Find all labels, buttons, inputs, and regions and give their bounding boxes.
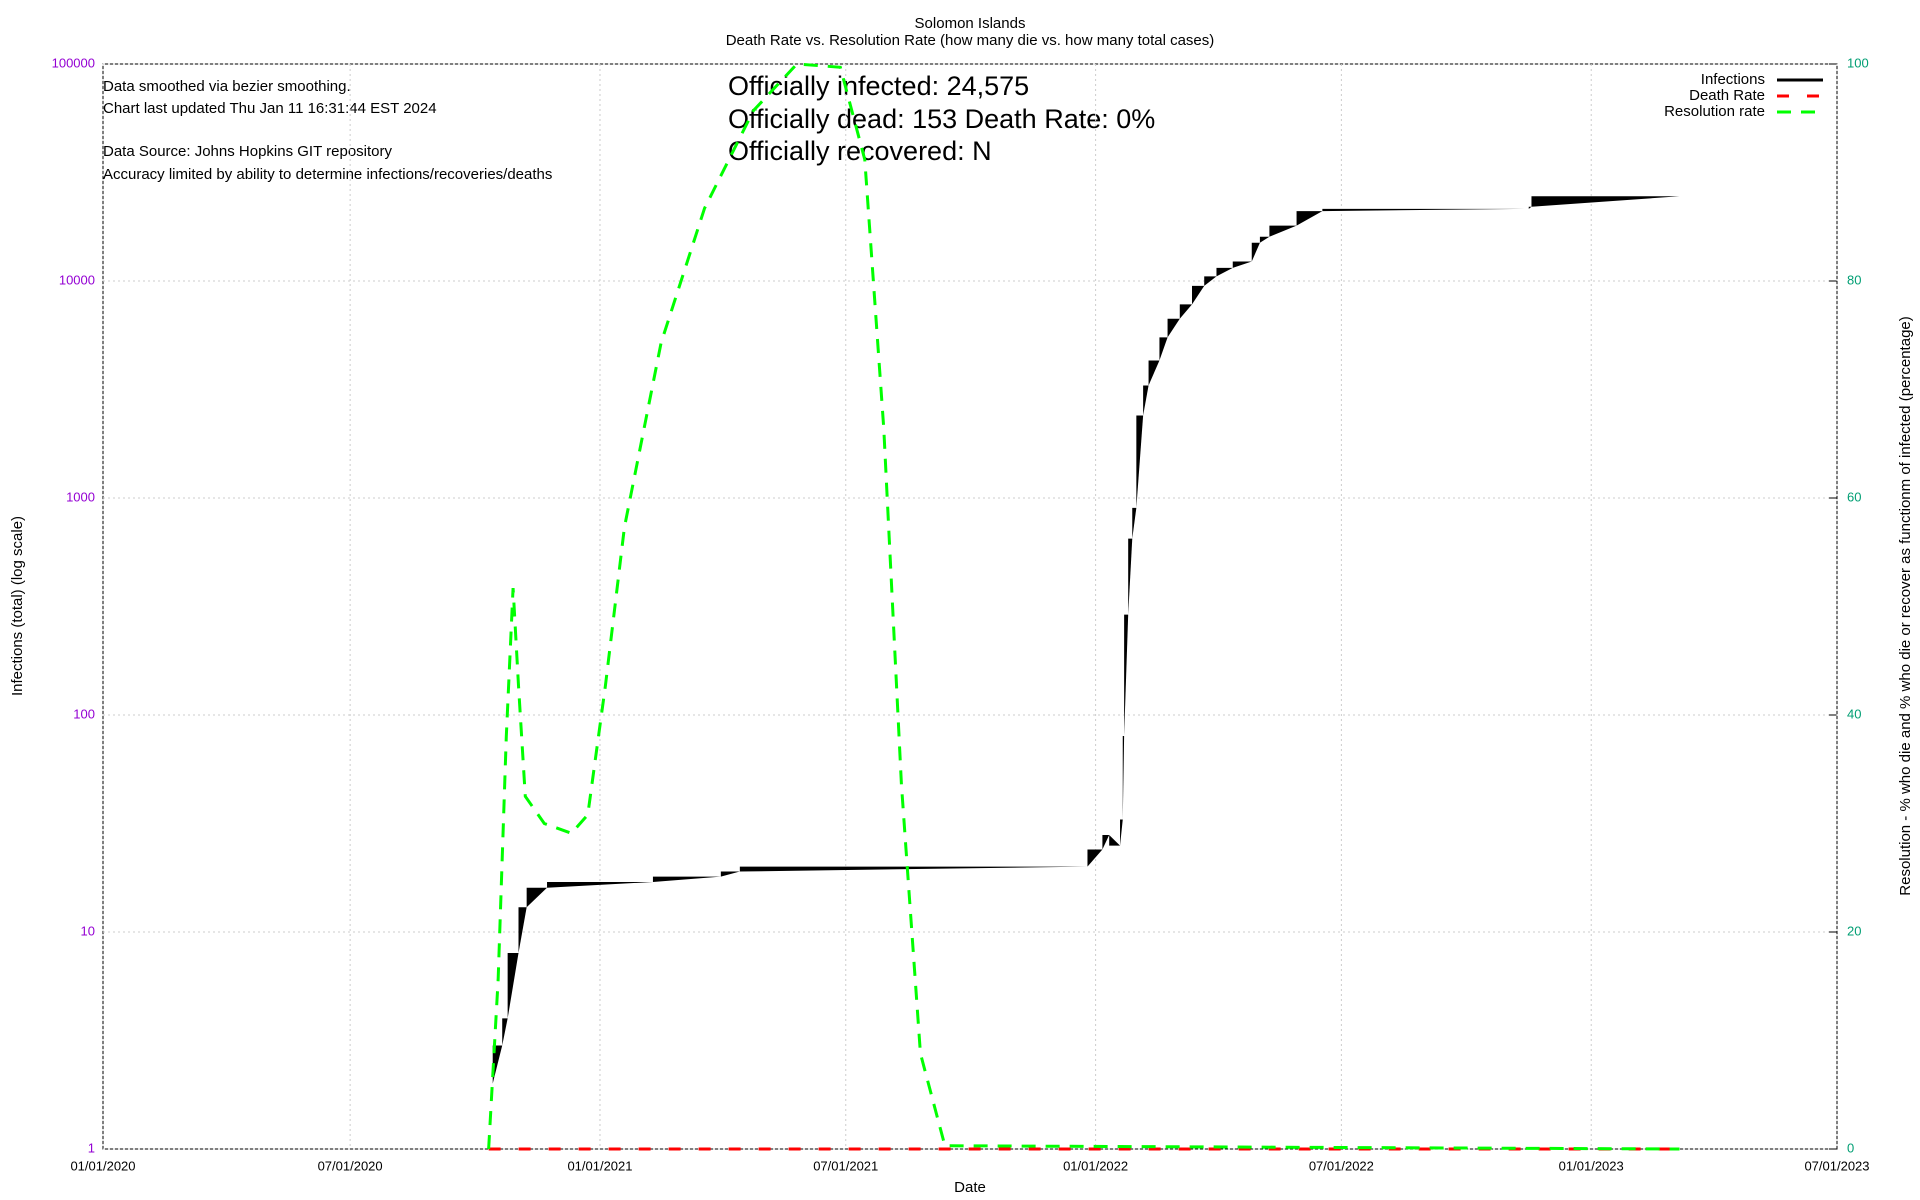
- stat-text: Officially recovered: N: [728, 136, 992, 166]
- line-step: [1143, 385, 1149, 416]
- stat-text: Officially dead: 153 Death Rate: 0%: [728, 104, 1155, 134]
- line-step: [1251, 242, 1260, 262]
- line-step: [1136, 415, 1144, 508]
- y-tick-label: 10: [81, 923, 95, 938]
- line-step: [1531, 196, 1680, 207]
- line-step: [518, 907, 527, 954]
- y-tick-label: 100000: [52, 55, 95, 70]
- legend-label: Infections: [1701, 71, 1765, 88]
- line-step: [526, 887, 548, 908]
- line-step: [1192, 285, 1205, 305]
- line-step: [652, 876, 721, 882]
- line-step: [492, 1045, 503, 1084]
- x-tick-label: 01/01/2022: [1063, 1158, 1128, 1173]
- plot-frame: [102, 63, 1838, 1150]
- y2-tick-label: 40: [1847, 706, 1861, 721]
- line-step: [1167, 318, 1180, 338]
- line-step: [1120, 819, 1123, 846]
- y2-tick-label: 60: [1847, 489, 1861, 504]
- line-step: [507, 953, 519, 1019]
- chart-title: Solomon Islands: [915, 15, 1026, 32]
- line-step: [1132, 507, 1137, 539]
- y2-axis-label: Resolution - % who die and % who die or …: [1897, 316, 1914, 895]
- x-tick-label: 01/01/2020: [70, 1158, 135, 1173]
- y2-tick-label: 100: [1847, 55, 1869, 70]
- y2-tick-label: 0: [1847, 1140, 1854, 1155]
- line-step: [1109, 834, 1121, 846]
- x-tick-label: 07/01/2021: [813, 1158, 878, 1173]
- line-step: [1322, 208, 1529, 212]
- line-step: [1124, 614, 1129, 737]
- line-step: [502, 1018, 508, 1046]
- x-tick-label: 07/01/2022: [1309, 1158, 1374, 1173]
- y2-tick-label: 80: [1847, 272, 1861, 287]
- line: [487, 62, 1680, 1151]
- line-step: [1159, 337, 1168, 361]
- line-step: [1528, 206, 1532, 209]
- line-step: [1102, 834, 1110, 850]
- x-tick-label: 01/01/2023: [1559, 1158, 1624, 1173]
- line-step: [1269, 225, 1297, 237]
- x-tick-label: 07/01/2023: [1804, 1158, 1869, 1173]
- annotation: Data smoothed via bezier smoothing.: [103, 78, 351, 95]
- annotation: Accuracy limited by ability to determine…: [103, 166, 552, 183]
- chart-subtitle: Death Rate vs. Resolution Rate (how many…: [726, 32, 1215, 49]
- line-step: [1128, 538, 1133, 615]
- line-step: [739, 866, 1088, 872]
- line-step: [1232, 261, 1252, 268]
- line-step: [1259, 236, 1270, 243]
- line-step: [547, 881, 653, 888]
- line-step: [1179, 304, 1193, 319]
- line-step: [1122, 736, 1125, 820]
- y2-tick-label: 20: [1847, 923, 1861, 938]
- stat-text: Officially infected: 24,575: [728, 71, 1029, 101]
- legend-label: Resolution rate: [1664, 103, 1765, 120]
- annotation: Chart last updated Thu Jan 11 16:31:44 E…: [103, 100, 437, 117]
- line-step: [1296, 211, 1323, 226]
- legend-label: Death Rate: [1689, 87, 1765, 104]
- y-tick-label: 1: [88, 1140, 95, 1155]
- y-tick-label: 100: [73, 706, 95, 721]
- line-step: [1204, 276, 1217, 286]
- x-tick-label: 01/01/2021: [567, 1158, 632, 1173]
- y-tick-label: 10000: [59, 272, 95, 287]
- annotation: Data Source: Johns Hopkins GIT repositor…: [103, 143, 393, 160]
- line-step: [720, 871, 740, 877]
- y-axis-label: Infections (total) (log scale): [9, 516, 26, 696]
- line-step: [1148, 360, 1160, 386]
- line-step: [1087, 849, 1103, 867]
- x-axis-label: Date: [954, 1179, 986, 1196]
- x-tick-label: 07/01/2020: [318, 1158, 383, 1173]
- y-tick-label: 1000: [66, 489, 95, 504]
- line-step: [1216, 267, 1233, 277]
